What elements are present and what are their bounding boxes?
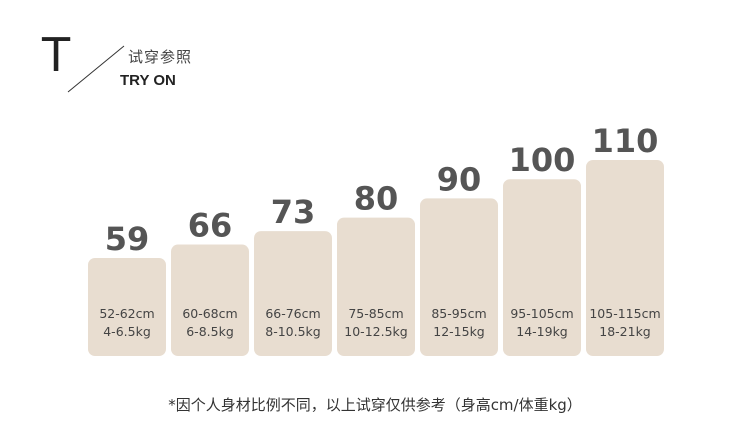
size-bar <box>337 217 415 356</box>
size-bar <box>503 179 581 356</box>
height-range-label: 105-115cm <box>589 306 660 321</box>
size-bar-group: 100 95-105cm 14-19kg <box>503 141 581 356</box>
size-value-label: 73 <box>271 193 316 231</box>
size-bar-group: 59 52-62cm 4-6.5kg <box>88 220 166 356</box>
title-chinese: 试穿参照 <box>128 48 193 66</box>
size-value-label: 90 <box>437 160 482 198</box>
size-value-label: 110 <box>592 122 659 160</box>
height-range-label: 66-76cm <box>265 306 320 321</box>
height-range-label: 85-95cm <box>431 306 486 321</box>
weight-range-label: 4-6.5kg <box>103 324 151 339</box>
size-value-label: 66 <box>188 207 233 245</box>
header: T 试穿参照 TRY ON <box>0 0 260 110</box>
size-value-label: 59 <box>105 220 150 258</box>
divider-slash <box>67 45 125 93</box>
size-value-label: 80 <box>354 180 399 218</box>
height-range-label: 60-68cm <box>182 306 237 321</box>
size-bar <box>171 244 249 356</box>
title-english: TRY ON <box>120 72 176 89</box>
size-bar <box>254 231 332 356</box>
size-bar <box>420 198 498 356</box>
size-bar <box>88 258 166 356</box>
size-value-label: 100 <box>509 141 576 179</box>
weight-range-label: 18-21kg <box>599 324 651 339</box>
weight-range-label: 8-10.5kg <box>265 324 320 339</box>
weight-range-label: 6-8.5kg <box>186 324 234 339</box>
weight-range-label: 12-15kg <box>433 324 485 339</box>
size-bar <box>586 160 664 356</box>
footnote: *因个人身材比例不同，以上试穿仅供参考（身高cm/体重kg） <box>168 396 582 414</box>
size-bar-group: 73 66-76cm 8-10.5kg <box>254 193 332 356</box>
height-range-label: 75-85cm <box>348 306 403 321</box>
height-range-label: 95-105cm <box>510 306 573 321</box>
weight-range-label: 10-12.5kg <box>344 324 407 339</box>
height-range-label: 52-62cm <box>99 306 154 321</box>
size-bar-group: 110 105-115cm 18-21kg <box>586 122 664 356</box>
size-bar-group: 90 85-95cm 12-15kg <box>420 160 498 356</box>
header-letter: T <box>42 28 71 82</box>
size-bar-group: 66 60-68cm 6-8.5kg <box>171 207 249 356</box>
weight-range-label: 14-19kg <box>516 324 568 339</box>
size-bar-group: 80 75-85cm 10-12.5kg <box>337 180 415 356</box>
